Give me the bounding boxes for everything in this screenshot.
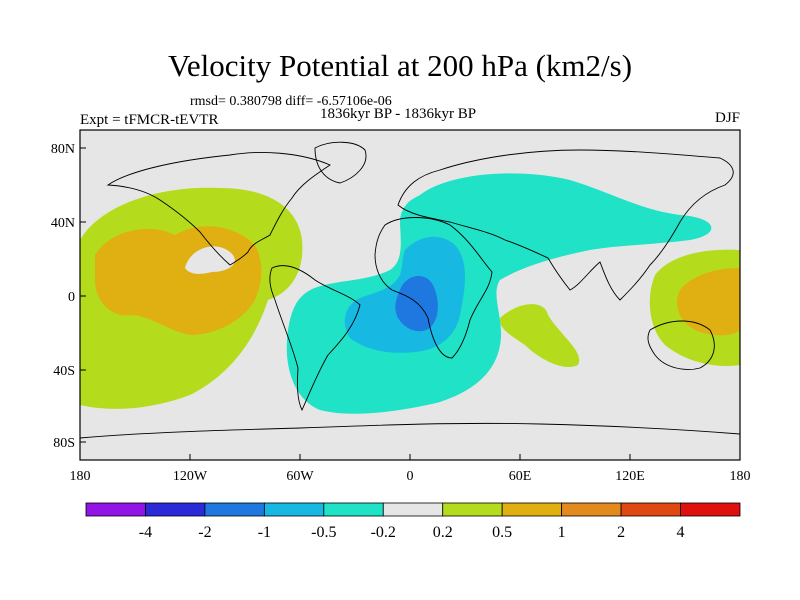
colorbar-label: 1 (558, 524, 566, 541)
plot-title: Velocity Potential at 200 hPa (km2/s) (167, 48, 633, 83)
contour-pos-0.2-indian (499, 304, 580, 368)
rmsd-diff-stats: rmsd= 0.380798 diff= -6.57106e-06 (190, 94, 392, 109)
lat-tick-40s: 40S (53, 364, 75, 379)
outline-africa (374, 217, 493, 359)
colorbar-swatch (680, 502, 741, 517)
outline-australia (647, 320, 715, 370)
experiment-label: Expt = tFMCR-tEVTR (80, 112, 219, 128)
colorbar-label: 4 (677, 524, 685, 541)
lat-tick-80s: 80S (53, 436, 75, 451)
colorbar-swatch (204, 502, 265, 517)
contour-zero-hole-pacific (185, 246, 235, 274)
outline-eurasia (397, 149, 734, 301)
lat-tick-40n: 40N (51, 216, 75, 231)
lon-tick-180-left: 180 (70, 469, 91, 484)
lon-tick-0: 0 (407, 469, 414, 484)
lat-tick-0: 0 (68, 290, 75, 305)
outline-north-america (106, 152, 331, 266)
colorbar-swatch (561, 502, 622, 517)
colorbar-swatch (382, 502, 444, 517)
colorbar-label: 2 (617, 524, 625, 541)
colorbar-swatch (145, 502, 206, 517)
season-label: DJF (714, 110, 740, 126)
colorbar-swatch (323, 502, 384, 517)
colorbar-label: -1 (258, 524, 271, 541)
colorbar-label: -2 (198, 524, 211, 541)
colorbar-swatch (442, 502, 503, 517)
colorbar: -4 -2 -1 -0.5 -0.2 0.2 0.5 1 2 4 (85, 502, 741, 541)
outline-greenland (314, 141, 367, 184)
continent-outlines (80, 141, 740, 439)
colorbar-swatch (620, 502, 681, 517)
lon-tick-60w: 60W (286, 469, 314, 484)
colorbar-label: 0.2 (433, 524, 453, 541)
outline-south-america (269, 265, 361, 412)
outline-antarctica (80, 422, 740, 439)
colorbar-label: -0.2 (371, 524, 396, 541)
contour-neg-0.2 (286, 173, 712, 414)
colorbar-swatch (85, 502, 146, 517)
colorbar-swatch (263, 502, 325, 517)
lon-tick-180-right: 180 (730, 469, 751, 484)
colorbar-label: -0.5 (311, 524, 336, 541)
colorbar-swatch (501, 502, 563, 517)
lon-tick-120e: 120E (615, 469, 645, 484)
contour-fields (80, 173, 740, 414)
lon-tick-120w: 120W (173, 469, 208, 484)
colorbar-label: -4 (139, 524, 152, 541)
contour-pos-0.5-wpac (676, 268, 740, 336)
period-label: 1836kyr BP - 1836kyr BP (320, 106, 477, 122)
axis-ticks (80, 147, 631, 460)
colorbar-label: 0.5 (492, 524, 512, 541)
lat-tick-80n: 80N (51, 142, 75, 157)
lon-tick-60e: 60E (509, 469, 532, 484)
